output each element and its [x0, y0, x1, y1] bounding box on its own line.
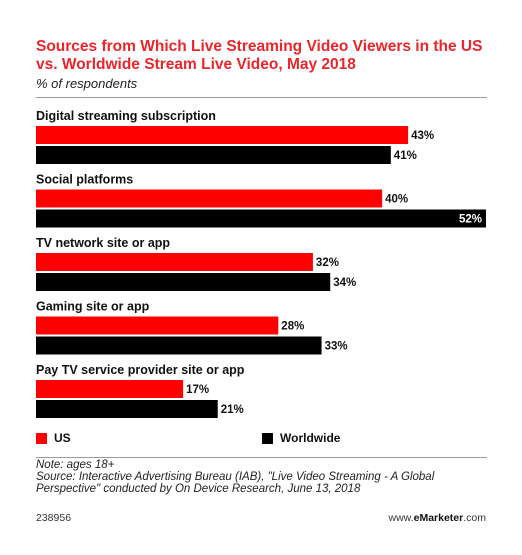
bar-us [36, 189, 383, 208]
legend-swatch-us [36, 432, 47, 444]
bar-worldwide [36, 400, 218, 418]
chart-subtitle: % of respondents [36, 76, 138, 91]
data-label: 32% [316, 257, 339, 269]
bar-us [36, 316, 279, 335]
chart-id: 238956 [36, 512, 72, 524]
legend-item-us: US [36, 431, 71, 445]
category-label: TV network site or app [36, 236, 170, 250]
legend-label-us: US [54, 431, 71, 445]
data-label: 17% [186, 384, 209, 396]
bar-us [36, 126, 409, 144]
data-label: 21% [221, 404, 244, 416]
bar-chart: Digital streaming subscription 43% 41% Soci… [36, 109, 486, 418]
brand-prefix: www. [388, 512, 414, 524]
legend-item-worldwide: Worldwide [262, 431, 340, 445]
chart-title: Sources from Which Live Streaming Video … [36, 38, 483, 73]
bar-worldwide [36, 146, 391, 164]
legend-label-worldwide: Worldwide [280, 431, 341, 445]
category-label: Digital streaming subscription [36, 109, 216, 123]
data-label: 52% [459, 214, 482, 226]
brand-link[interactable]: www.eMarketer.com [389, 512, 486, 524]
data-label: 33% [325, 341, 348, 353]
note-text: Note: ages 18+ [36, 459, 115, 471]
bar-worldwide [36, 209, 486, 228]
data-label: 43% [411, 130, 434, 142]
brand-name: eMarketer [413, 512, 464, 524]
category-label: Gaming site or app [36, 300, 150, 314]
bottom-divider [36, 457, 487, 458]
bar-us [36, 253, 313, 271]
bar-us [36, 380, 184, 398]
legend-swatch-worldwide [262, 432, 273, 444]
data-label: 28% [281, 321, 304, 333]
top-divider [36, 97, 487, 98]
source-text: Source: Interactive Advertising Bureau (… [36, 471, 435, 495]
category-label: Pay TV service provider site or app [36, 363, 245, 377]
data-label: 34% [333, 277, 356, 289]
bar-worldwide [36, 273, 331, 291]
category-label: Social platforms [36, 173, 133, 187]
brand-suffix: .com [463, 512, 486, 524]
data-label: 40% [385, 194, 408, 206]
bar-worldwide [36, 336, 322, 355]
data-label: 41% [394, 150, 417, 162]
notes: Note: ages 18+ Source: Interactive Adver… [36, 459, 496, 495]
